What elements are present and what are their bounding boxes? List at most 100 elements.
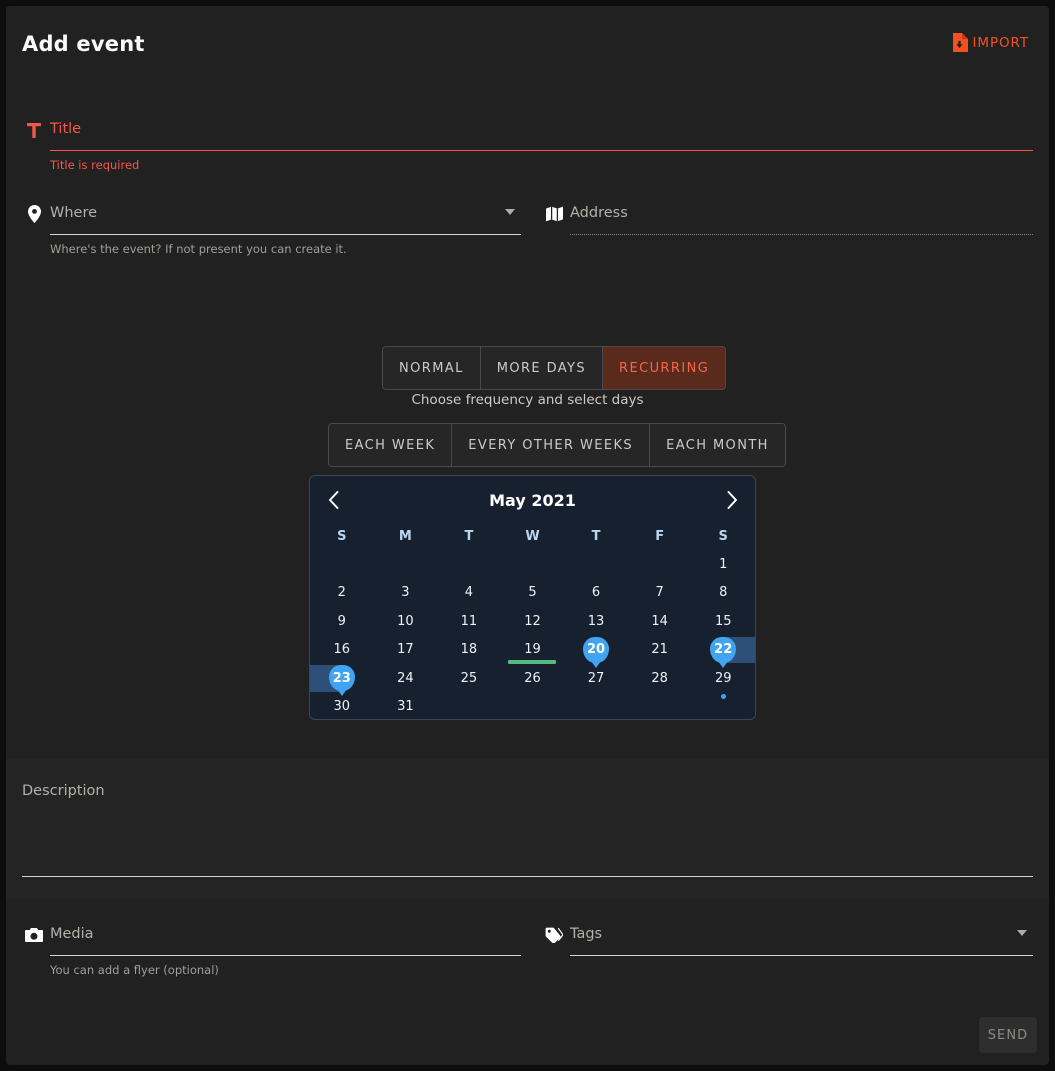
description-underline: [22, 876, 1033, 877]
event-type-tab-group: NORMAL MORE DAYS RECURRING: [382, 346, 727, 390]
calendar-day-15[interactable]: 15: [691, 607, 755, 636]
calendar-day-24[interactable]: 24: [374, 664, 438, 693]
calendar-day-21[interactable]: 21: [628, 636, 692, 665]
calendar-event-dot: [720, 693, 726, 699]
media-tags-section: Media You can add a flyer (optional) Tag…: [6, 899, 1049, 1065]
file-import-icon: [951, 33, 968, 52]
calendar-day-8[interactable]: 8: [691, 579, 755, 608]
calendar-day-number: 6: [591, 585, 601, 601]
calendar-day-7[interactable]: 7: [628, 579, 692, 608]
tab-more-days[interactable]: MORE DAYS: [480, 347, 604, 389]
dialog-header: Add event IMPORT: [6, 6, 1049, 82]
calendar-weekday-4: T: [591, 529, 601, 544]
calendar-day-number: 21: [651, 642, 668, 658]
media-input[interactable]: Media: [50, 926, 94, 942]
calendar-weekday-5: F: [655, 529, 665, 544]
calendar-day-19[interactable]: 19: [501, 636, 565, 664]
calendar-day-number: 17: [397, 642, 414, 658]
calendar-day-17[interactable]: 17: [374, 636, 438, 665]
calendar-day-number: 26: [524, 670, 541, 686]
calendar-month-label: May 2021: [489, 491, 576, 510]
calendar-selected-pin: [710, 636, 737, 668]
calendar-day-number: 12: [524, 613, 541, 629]
calendar-day-14[interactable]: 14: [628, 607, 692, 636]
where-input[interactable]: Where: [50, 205, 98, 221]
calendar-day-28[interactable]: 28: [628, 664, 692, 693]
calendar-day-number: 25: [460, 670, 478, 686]
title-text-icon: [22, 118, 46, 142]
calendar-day-16[interactable]: 16: [310, 636, 374, 665]
calendar-day-number: 27: [587, 670, 605, 686]
calendar-weekday-0: S: [337, 529, 347, 544]
frequency-each-month[interactable]: EACH MONTH: [650, 424, 785, 466]
calendar-day-number: 3: [401, 585, 410, 601]
frequency-every-other-weeks[interactable]: EVERY OTHER WEEKS: [452, 424, 651, 466]
calendar-day-13[interactable]: 13: [564, 607, 628, 636]
description-label: Description: [22, 783, 105, 799]
calendar-header: May 2021: [310, 476, 755, 524]
address-input[interactable]: Address: [570, 205, 628, 221]
tags-input[interactable]: Tags: [570, 926, 603, 942]
calendar-blank-cell: [628, 550, 692, 579]
title-input[interactable]: Title: [50, 121, 82, 137]
calendar-day-number: 2: [337, 585, 346, 601]
calendar-day-number: 18: [460, 642, 478, 658]
calendar-day-3[interactable]: 3: [374, 579, 438, 608]
import-label: IMPORT: [972, 34, 1029, 51]
calendar-today-underline: [508, 660, 557, 664]
calendar-day-number: 4: [464, 585, 474, 601]
calendar-day-10[interactable]: 10: [374, 607, 438, 636]
calendar-day-9[interactable]: 9: [310, 607, 374, 636]
calendar-day-27[interactable]: 27: [564, 664, 628, 693]
calendar-day-number: 29: [714, 670, 732, 686]
chevron-right-icon[interactable]: [717, 485, 747, 515]
calendar-day-18[interactable]: 18: [437, 636, 501, 665]
calendar-day-number: 19: [524, 642, 541, 658]
calendar-day-number: 28: [651, 670, 668, 686]
calendar-selected-pin: [328, 665, 355, 697]
calendar-day-11[interactable]: 11: [437, 607, 501, 636]
calendar-day-number: 30: [333, 699, 351, 715]
send-button[interactable]: SEND: [979, 1017, 1037, 1053]
calendar-day-5[interactable]: 5: [501, 579, 565, 608]
calendar-day-26[interactable]: 26: [501, 664, 565, 693]
calendar-blank-cell: [564, 550, 628, 579]
tab-recurring[interactable]: RECURRING: [603, 347, 726, 389]
calendar-day-29[interactable]: 29: [691, 664, 755, 699]
calendar-day-2[interactable]: 2: [310, 579, 374, 608]
calendar-day-6[interactable]: 6: [564, 579, 628, 608]
where-dropdown-caret[interactable]: [505, 209, 515, 215]
calendar-day-number: 11: [460, 613, 478, 629]
calendar-day-number: 9: [337, 613, 346, 629]
calendar-weekday-1: M: [398, 529, 412, 544]
tags-dropdown-caret[interactable]: [1017, 930, 1027, 936]
title-error-text: Title is required: [50, 158, 140, 172]
calendar-day-1[interactable]: 1: [691, 550, 755, 579]
calendar-day-20[interactable]: 20: [564, 636, 628, 668]
calendar-day-number: 14: [651, 613, 668, 629]
map-icon: [542, 202, 566, 226]
import-button[interactable]: IMPORT: [951, 33, 1029, 52]
calendar-day-number: 1: [719, 556, 728, 572]
calendar-day-number: 5: [528, 585, 537, 601]
calendar-day-number: 7: [655, 585, 664, 601]
calendar-blank-cell: [374, 550, 438, 579]
frequency-caption: Choose frequency and select days: [411, 392, 644, 408]
calendar-day-number: 24: [397, 670, 414, 686]
calendar-day-23[interactable]: 23: [310, 664, 374, 697]
tab-normal[interactable]: NORMAL: [383, 347, 481, 389]
calendar-day-4[interactable]: 4: [437, 579, 501, 608]
calendar-day-number: 15: [714, 613, 732, 629]
calendar-day-12[interactable]: 12: [501, 607, 565, 636]
chevron-left-icon[interactable]: [318, 485, 348, 515]
calendar-day-31[interactable]: 31: [374, 693, 438, 720]
frequency-each-week[interactable]: EACH WEEK: [329, 424, 453, 466]
calendar-day-30[interactable]: 30: [310, 693, 374, 720]
calendar-day-25[interactable]: 25: [437, 664, 501, 693]
calendar-day-number: 16: [333, 642, 351, 658]
description-input[interactable]: [22, 777, 1033, 876]
where-underline: [50, 234, 521, 235]
calendar-day-number: 20: [587, 642, 606, 658]
calendar-day-22[interactable]: 22: [691, 636, 755, 668]
where-hint-text: Where's the event? If not present you ca…: [50, 242, 347, 256]
